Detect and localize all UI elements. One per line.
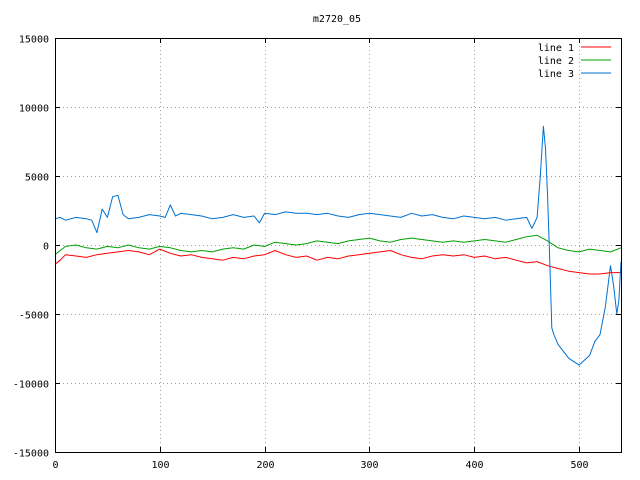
y-tick-label: -15000 xyxy=(13,449,49,460)
series-line-3 xyxy=(54,125,622,366)
legend: line 1 line 2 line 3 xyxy=(538,43,611,80)
series-layer xyxy=(54,125,622,366)
series-line-1 xyxy=(54,248,621,275)
y-tick-label: 15000 xyxy=(19,35,49,46)
x-tick-label: 300 xyxy=(360,460,378,471)
y-tick-label: 10000 xyxy=(19,104,49,115)
x-tick-label: 0 xyxy=(52,460,58,471)
axis-ticks: 0 100 200 300 400 500 -15000 -10000 -5000 0 5000 10… xyxy=(13,35,621,471)
plot-frame xyxy=(55,38,622,453)
legend-label-1: line 1 xyxy=(538,43,574,54)
grid xyxy=(55,38,621,452)
y-tick-label: 5000 xyxy=(25,173,49,184)
y-tick-label: -5000 xyxy=(19,311,49,322)
x-tick-label: 500 xyxy=(570,460,588,471)
series-line-2 xyxy=(54,234,622,256)
x-tick-label: 100 xyxy=(151,460,169,471)
y-tick-label: 0 xyxy=(43,242,49,253)
legend-label-3: line 3 xyxy=(538,69,574,80)
chart-title: m2720_05 xyxy=(313,14,361,25)
y-tick-label: -10000 xyxy=(13,380,49,391)
x-tick-label: 200 xyxy=(256,460,274,471)
x-tick-label: 400 xyxy=(465,460,483,471)
legend-label-2: line 2 xyxy=(538,56,574,67)
